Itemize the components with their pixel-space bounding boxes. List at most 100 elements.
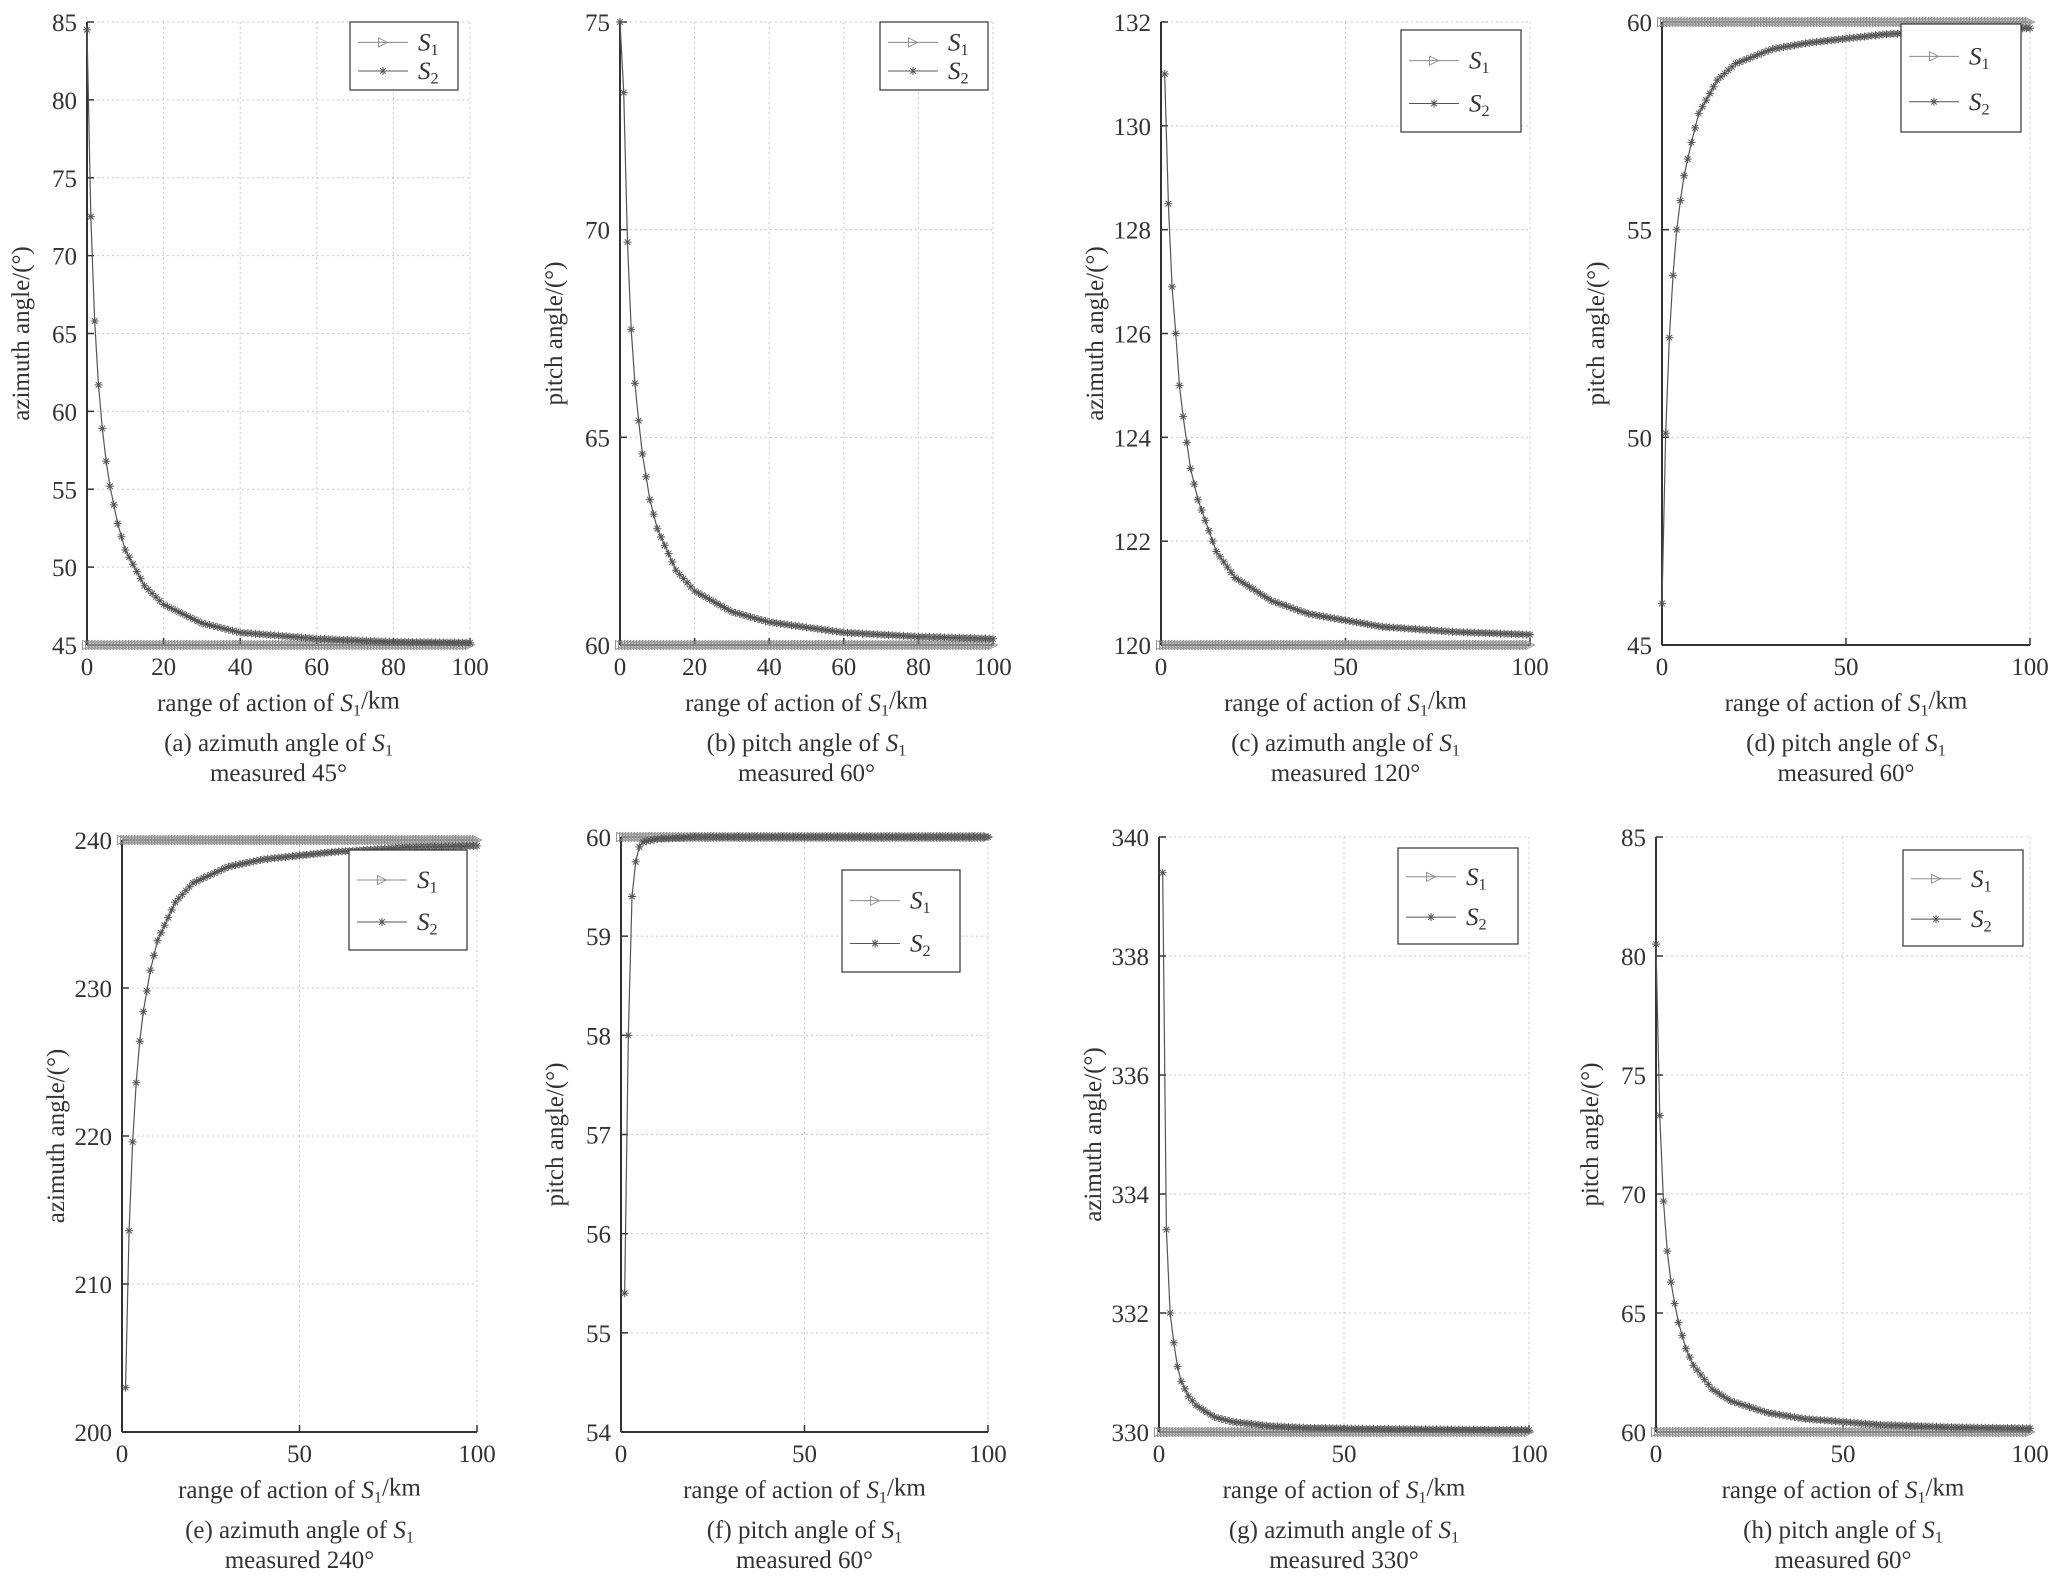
series-s1-point: [358, 834, 369, 846]
series-s1-point: [134, 639, 145, 651]
series-s1-point: [216, 834, 227, 846]
legend: S1​S2​: [348, 849, 468, 951]
series-s1-point: [1757, 16, 1768, 28]
series-s2-point: [142, 986, 151, 995]
series-s2-point: [1180, 1384, 1189, 1393]
series-s1-point: [1448, 639, 1459, 651]
series-s1-point: [310, 834, 321, 846]
y-tick-label: 332: [1112, 1301, 1150, 1328]
y-tick-label: 210: [75, 1272, 113, 1299]
asterisk-marker: [379, 66, 387, 75]
panel-caption-measured: measured 240°: [225, 1547, 375, 1574]
series-s1-point: [1195, 1426, 1206, 1438]
series-s1-point: [1880, 16, 1892, 28]
x-tick-label: 60: [831, 654, 856, 681]
series-s1-point: [437, 834, 449, 846]
series-s1-point: [1881, 1426, 1892, 1438]
series-s1-point: [1268, 639, 1279, 651]
series-s1-point: [268, 639, 280, 651]
series-s1-point: [403, 834, 415, 846]
x-axis-label: range of action of S1​/km: [1224, 688, 1467, 720]
series-s1-point: [124, 639, 136, 651]
series-s1-point: [1219, 1426, 1230, 1438]
series-s1-point: [644, 639, 656, 651]
series-s1-point: [1782, 1426, 1794, 1438]
series-s2-point: [675, 570, 684, 579]
series-s1-point: [850, 639, 862, 651]
series-s1-point: [440, 834, 452, 846]
series-s2-point: [616, 18, 624, 26]
series-s1-point: [782, 639, 793, 651]
series-s1-point: [324, 639, 335, 651]
series-s1-point: [418, 834, 429, 846]
series-s1-point: [1339, 639, 1350, 651]
x-axis-label: range of action of S1​/km: [1722, 1475, 1965, 1507]
series-s1-point: [1374, 639, 1385, 651]
legend-label: S2​: [1466, 904, 1487, 934]
series-s1-point: [88, 639, 99, 651]
series-s1-point: [244, 639, 255, 651]
series-s1-point: [432, 834, 443, 846]
series-s1-point: [1507, 639, 1518, 651]
series-s2-point: [1175, 381, 1184, 390]
chart-panel-d: 0 50 100 45 50 55 60 range of action of S1​/km p…: [1583, 10, 2049, 787]
series-s2-point: [1225, 1416, 1234, 1425]
series-s1-point: [1860, 1426, 1871, 1438]
x-tick-label: 50: [1332, 1441, 1357, 1468]
series-s1-point: [290, 834, 301, 846]
series-s2-point: [627, 325, 636, 334]
series-s1-point: [202, 834, 213, 846]
series-s1-point: [1659, 16, 1671, 28]
legend-label: S2​: [948, 58, 969, 88]
series-s1-point: [1303, 639, 1315, 651]
series-s1-point: [1180, 1426, 1192, 1438]
series-s1-point: [1474, 639, 1486, 651]
series-s1-point: [1309, 639, 1321, 651]
series-s1-point: [1725, 1426, 1737, 1438]
series-s1-point: [841, 639, 853, 651]
series-s1-point: [779, 639, 790, 651]
series-s2-point: [2026, 1424, 2034, 1433]
legend-box: [349, 21, 459, 91]
series-s1-point: [1768, 16, 1780, 28]
y-tick-label: 75: [52, 166, 77, 193]
series-s1-point: [469, 834, 480, 846]
series-s1-point: [1871, 16, 1883, 28]
series-s1-point: [109, 639, 121, 651]
series-s1-point: [1795, 16, 1806, 28]
panel-caption-measured: measured 60°: [1777, 760, 1914, 787]
series-s1-point: [1380, 639, 1391, 651]
x-tick-label: 80: [906, 654, 931, 681]
series-s1-point: [671, 639, 683, 651]
series-s1-point: [247, 834, 259, 846]
series-s2-point: [1201, 516, 1210, 525]
series-s1-point: [250, 834, 261, 846]
y-axis-label: pitch angle/(°): [1577, 1063, 1604, 1207]
series-s1-point: [1800, 1426, 1812, 1438]
series-s1-point: [284, 834, 296, 846]
asterisk-marker: [909, 66, 917, 75]
y-tick-label: 55: [586, 1321, 611, 1348]
series-s1-point: [384, 834, 395, 846]
series-s1-point: [349, 834, 361, 846]
series-s1-point: [1932, 1426, 1943, 1438]
series-s2-point: [1219, 557, 1228, 566]
series-s1-point: [1189, 1426, 1201, 1438]
series-s1-point: [811, 639, 823, 651]
series-s1-point: [259, 834, 270, 846]
triangle-right-marker: [870, 895, 881, 906]
series-s2-point: [83, 25, 91, 34]
series-s1-point: [115, 639, 127, 651]
y-tick-label: 120: [1114, 633, 1152, 660]
series-s2-point: [86, 212, 95, 221]
series-s1-point: [1392, 639, 1403, 651]
series-s1-point: [171, 834, 182, 846]
series-s1-point: [1866, 1426, 1877, 1438]
triangle-right-marker: [377, 874, 388, 886]
series-s1-point: [1294, 639, 1306, 651]
series-s2-point: [634, 416, 643, 425]
series-s1-point: [409, 834, 421, 846]
series-s1-point: [189, 639, 200, 651]
series-s1-point: [1792, 16, 1803, 28]
series-s1-point: [761, 639, 772, 651]
